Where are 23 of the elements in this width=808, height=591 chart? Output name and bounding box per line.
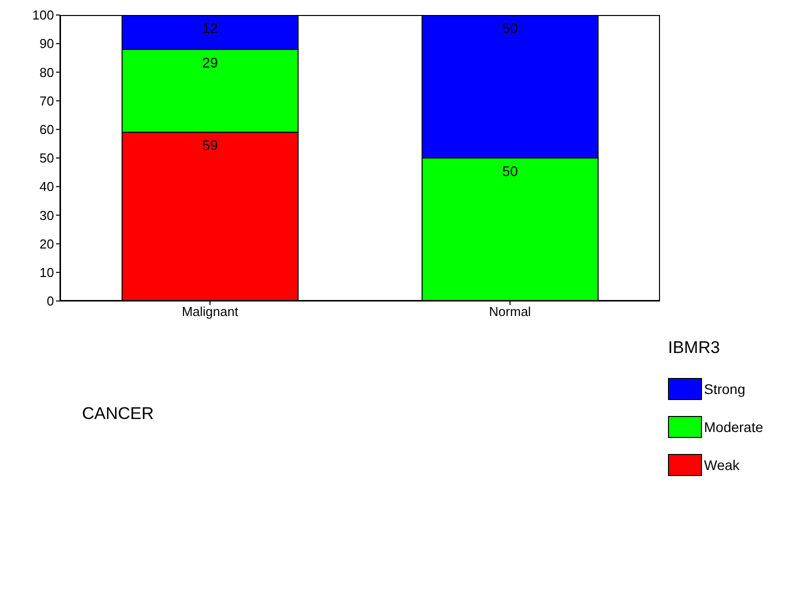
legend-label: Weak: [704, 457, 740, 473]
y-tick-label: 30: [40, 208, 54, 223]
data-label: 59: [202, 137, 218, 154]
y-tick-label: 80: [40, 64, 54, 80]
x-tick-label: Normal: [489, 304, 532, 320]
y-tick-label: 50: [40, 150, 54, 166]
data-label: 50: [502, 20, 518, 36]
y-tick-label: 60: [40, 122, 54, 138]
y-tick-label: 20: [40, 236, 54, 252]
y-tick-label: 10: [40, 265, 54, 280]
legend-label: Strong: [704, 381, 746, 397]
y-tick-label: 100: [32, 8, 54, 23]
legend-label: Moderate: [704, 419, 764, 435]
x-tick-label: Malignant: [182, 304, 239, 320]
x-axis-title: CANCER: [82, 404, 154, 423]
y-tick-label: 0: [46, 294, 54, 309]
data-label: 50: [502, 162, 518, 179]
y-tick-label: 70: [40, 93, 54, 108]
y-tick-label: 90: [40, 36, 54, 52]
y-tick-label: 40: [40, 179, 54, 194]
data-label: 29: [202, 54, 218, 70]
data-label: 12: [202, 20, 218, 36]
legend-title: IBMR3: [668, 338, 721, 358]
